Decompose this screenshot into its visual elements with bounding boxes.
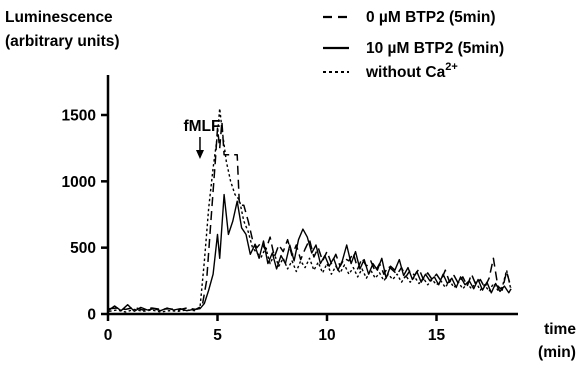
legend: 0 µM BTP2 (5min) 10 µM BTP2 (5min) witho… <box>323 9 504 81</box>
y-axis-label-line1: Luminescence <box>5 9 113 26</box>
series-group <box>108 107 512 313</box>
y-ticks: 0 500 1000 1500 <box>62 108 108 324</box>
fmlf-annotation-label: fMLF <box>183 118 220 135</box>
y-tick-label-0: 0 <box>87 307 96 324</box>
series-line-solid <box>108 193 512 312</box>
legend-entry-2-main: without Ca <box>365 64 446 81</box>
fmlf-arrow <box>195 137 204 159</box>
series-line-dashed <box>109 120 512 311</box>
legend-entry-2-sup: 2+ <box>445 61 458 73</box>
legend-entry-1: 10 µM BTP2 (5min) <box>366 40 504 57</box>
x-axis-label-line2: (min) <box>538 344 576 361</box>
y-tick-label-500: 500 <box>70 240 96 257</box>
y-tick-label-1500: 1500 <box>62 108 96 125</box>
x-tick-label-5: 5 <box>213 327 222 344</box>
x-tick-label-0: 0 <box>104 327 113 344</box>
legend-entry-0: 0 µM BTP2 (5min) <box>366 9 496 26</box>
y-tick-label-1000: 1000 <box>62 174 96 191</box>
y-axis-label-line2: (arbitrary units) <box>5 33 120 50</box>
x-axis-label-line1: time <box>544 321 576 338</box>
x-ticks: 0 5 10 15 <box>104 314 446 344</box>
legend-entry-2: without Ca2+ <box>365 61 458 81</box>
x-tick-label-10: 10 <box>318 327 335 344</box>
series-line-dotted <box>108 107 512 313</box>
x-tick-label-15: 15 <box>428 327 446 344</box>
